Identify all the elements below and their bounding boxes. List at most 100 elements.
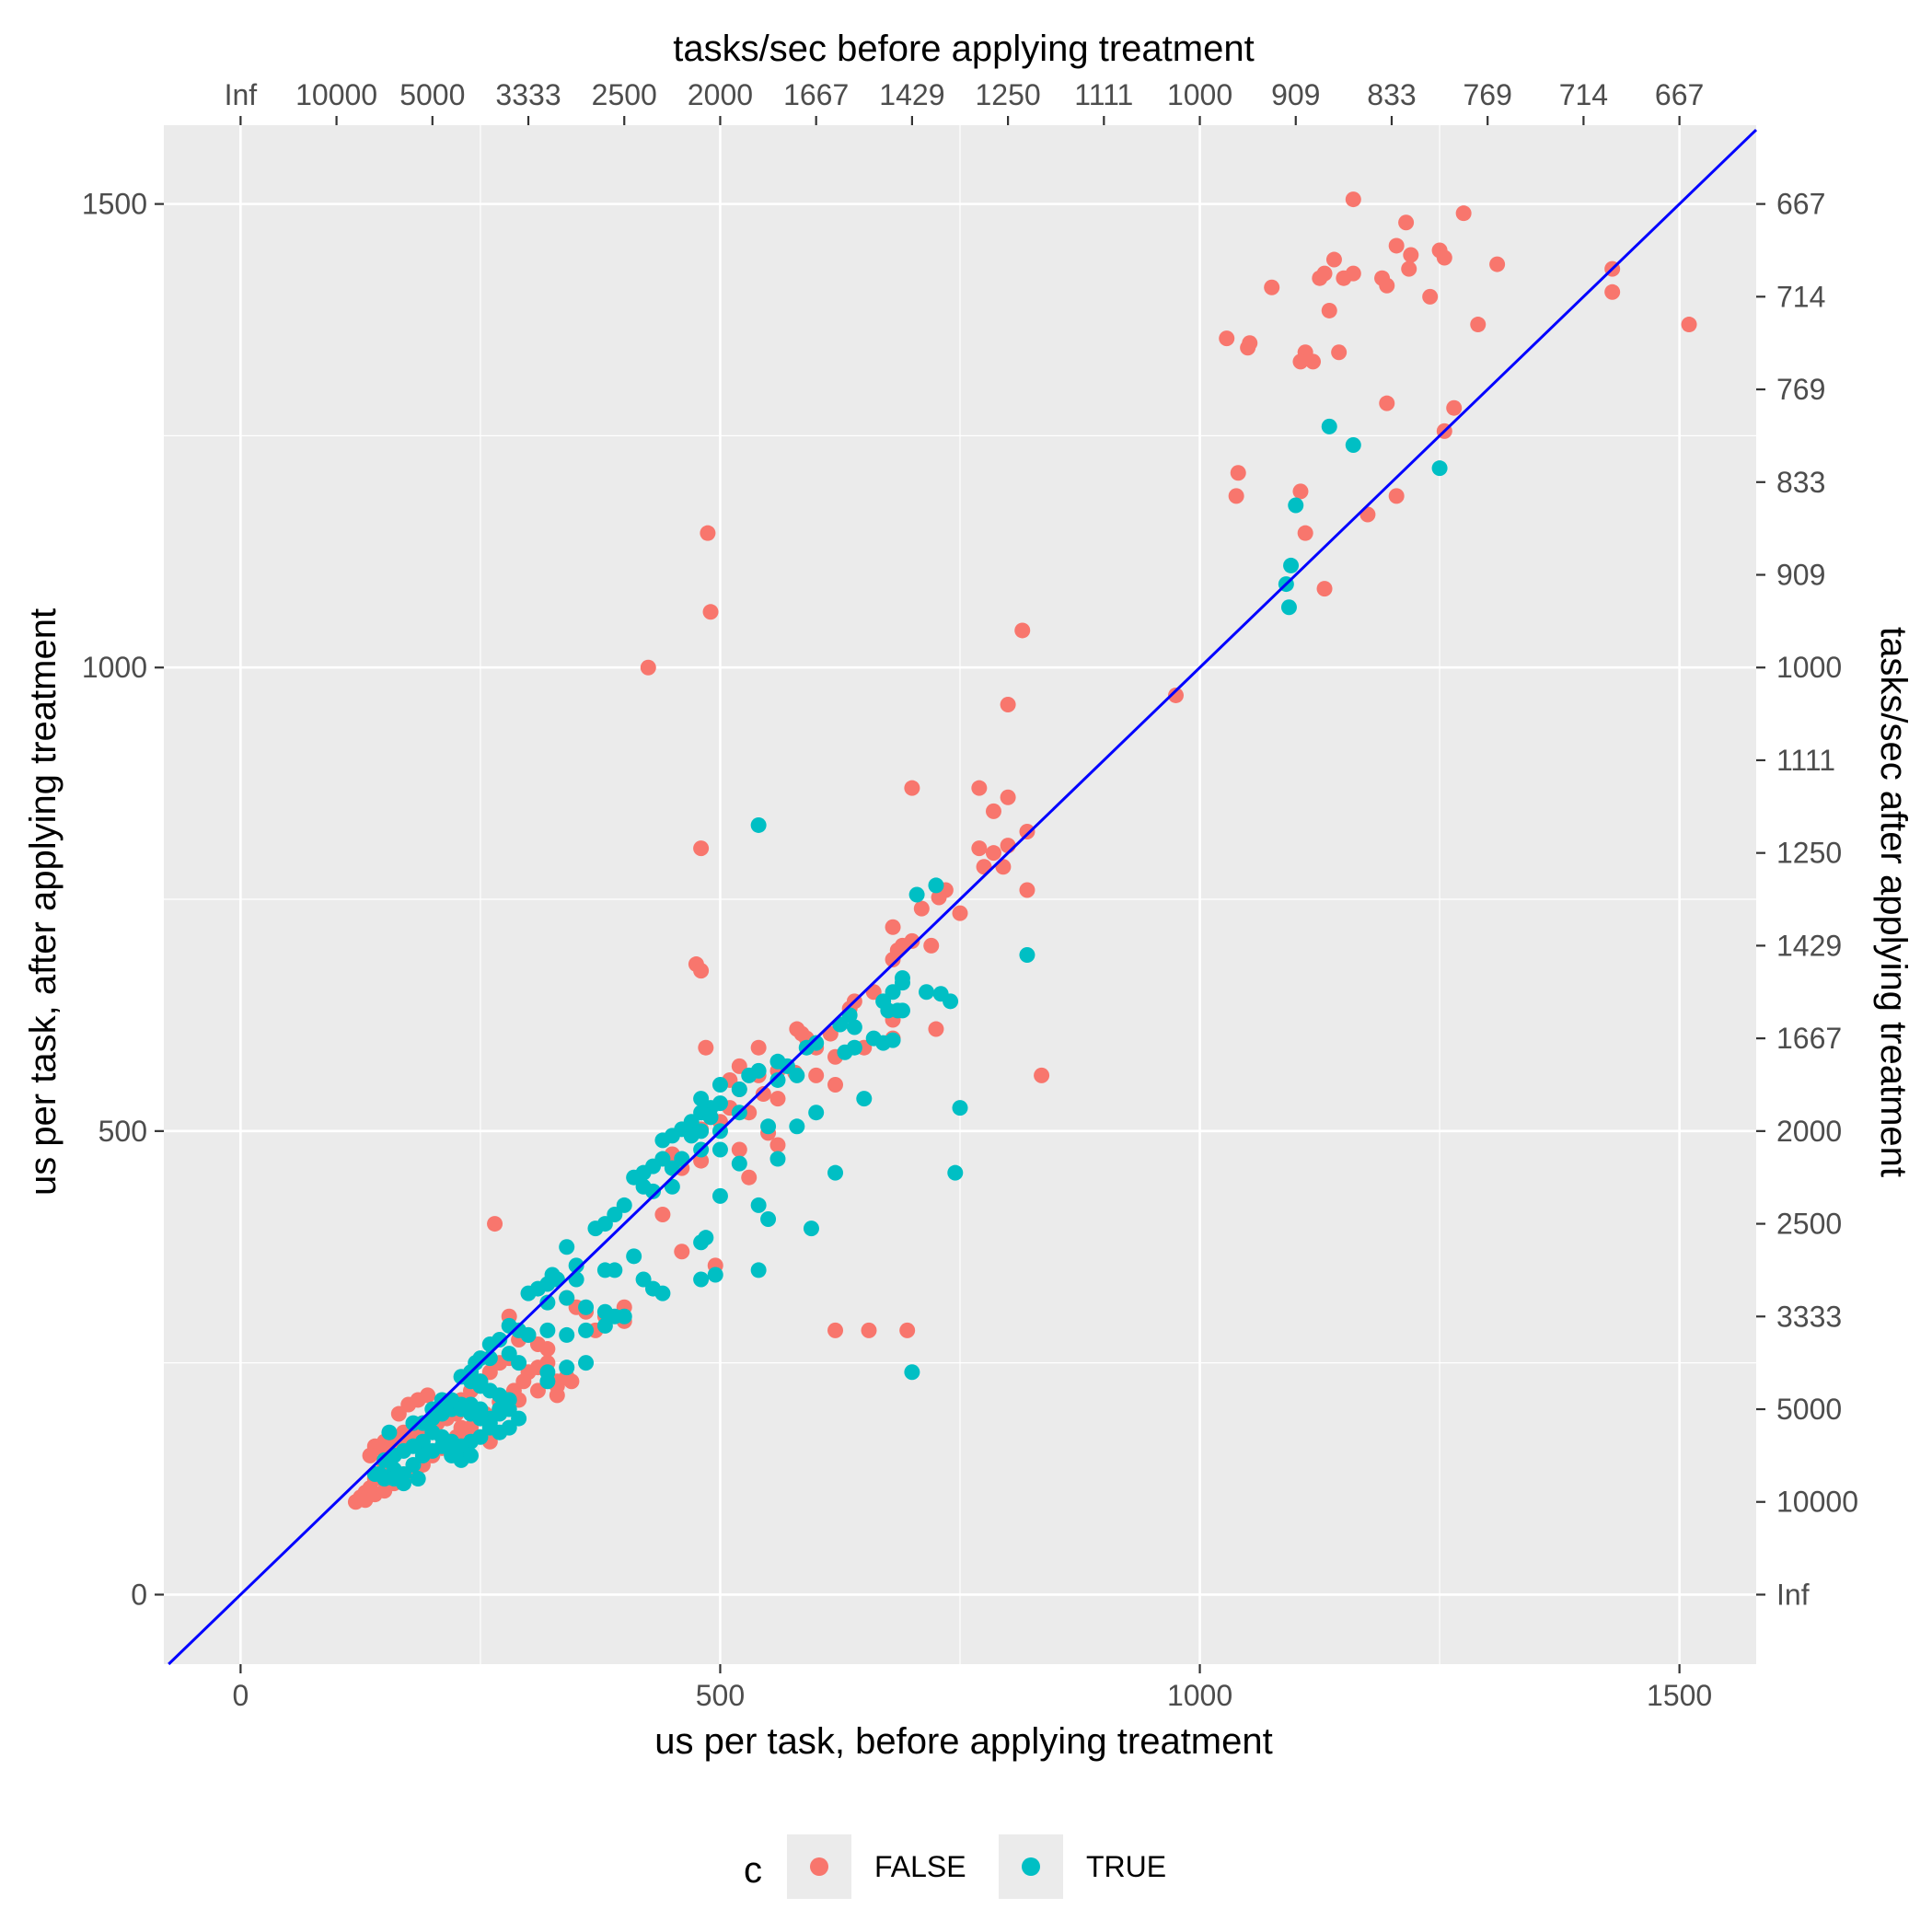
data-point-true <box>837 1044 853 1060</box>
data-point-true <box>928 877 944 894</box>
data-point-true <box>410 1471 426 1487</box>
data-point-true <box>919 984 935 1001</box>
data-point-false <box>769 1091 786 1107</box>
data-point-true <box>707 1267 723 1283</box>
x2-tick-label: 769 <box>1463 78 1511 111</box>
y2-tick-label: 667 <box>1776 188 1825 221</box>
data-point-false <box>861 1322 877 1338</box>
data-point-true <box>635 1178 652 1195</box>
data-point-false <box>952 905 968 921</box>
x2-tick-label: Inf <box>225 78 258 111</box>
data-point-false <box>1331 344 1348 361</box>
data-point-true <box>731 1155 747 1172</box>
data-point-true <box>827 1164 844 1181</box>
data-point-true <box>616 1308 632 1325</box>
y2-axis-title: tasks/sec after applying treatment <box>1873 627 1914 1177</box>
y2-tick-label: 1429 <box>1776 929 1842 962</box>
data-point-false <box>1336 270 1352 286</box>
data-point-true <box>559 1359 575 1376</box>
data-point-true <box>559 1290 575 1306</box>
data-point-true <box>711 1141 728 1158</box>
data-point-false <box>1455 205 1472 222</box>
data-point-true <box>760 1118 777 1135</box>
data-point-true <box>769 1151 786 1167</box>
data-point-true <box>381 1424 398 1440</box>
data-point-true <box>894 975 910 991</box>
y2-tick-label: 1000 <box>1776 651 1842 684</box>
data-point-false <box>1489 256 1506 272</box>
reference-line <box>168 128 1758 1666</box>
legend: c FALSE TRUE <box>744 1834 1166 1899</box>
data-point-true <box>711 1187 728 1204</box>
data-point-true <box>693 1271 710 1288</box>
y2-tick-label: 10000 <box>1776 1486 1858 1519</box>
data-point-false <box>985 803 1001 819</box>
data-point-true <box>520 1285 537 1301</box>
x-tick-label: 500 <box>696 1679 745 1712</box>
data-point-false <box>698 1039 714 1056</box>
data-point-true <box>1019 946 1035 963</box>
data-point-false <box>731 1141 747 1158</box>
data-point-true <box>803 1221 819 1237</box>
data-point-false <box>769 1137 786 1153</box>
data-point-false <box>1219 330 1235 347</box>
y2-tick-label: 714 <box>1776 280 1825 313</box>
data-point-true <box>578 1299 595 1315</box>
data-point-false <box>1000 789 1016 805</box>
data-point-false <box>1292 483 1309 500</box>
data-point-false <box>549 1387 565 1404</box>
x-tick-label: 0 <box>232 1679 249 1712</box>
data-point-false <box>827 1076 844 1093</box>
legend-title: c <box>744 1850 762 1891</box>
data-point-false <box>1228 488 1244 504</box>
y-axis-title: us per task, after applying treatment <box>23 608 64 1196</box>
data-point-false <box>931 889 947 906</box>
data-point-true <box>626 1248 642 1265</box>
data-point-false <box>693 963 710 979</box>
data-point-false <box>1242 335 1258 352</box>
data-point-true <box>472 1373 489 1390</box>
data-point-false <box>741 1169 758 1186</box>
data-point-true <box>943 993 959 1010</box>
data-point-true <box>559 1239 575 1255</box>
data-point-false <box>693 840 710 857</box>
y2-tick-label: 833 <box>1776 466 1825 499</box>
data-point-true <box>846 1019 862 1035</box>
data-point-false <box>885 919 901 935</box>
x2-axis-title: tasks/sec before applying treatment <box>673 29 1254 69</box>
data-point-false <box>1388 237 1405 254</box>
data-point-false <box>1379 395 1395 411</box>
data-point-false <box>1345 191 1361 208</box>
x-axis-title: us per task, before applying treatment <box>654 1721 1272 1762</box>
data-point-true <box>952 1100 968 1116</box>
data-point-true <box>808 1105 825 1121</box>
data-point-false <box>693 1152 710 1169</box>
y-tick-label: 1000 <box>82 651 147 684</box>
data-point-false <box>985 845 1001 862</box>
data-point-false <box>1167 687 1184 703</box>
y2-tick-label: 1667 <box>1776 1022 1842 1055</box>
data-point-true <box>760 1211 777 1228</box>
x2-tick-label: 1429 <box>879 78 944 111</box>
y-axis-right: Inf 10000 5000 3333 2500 2000 1667 1429 1250 1111… <box>1756 188 1858 1611</box>
data-point-false <box>1401 260 1417 277</box>
data-point-false <box>1321 302 1337 318</box>
data-point-true <box>539 1373 556 1390</box>
data-point-false <box>899 1322 916 1338</box>
data-point-false <box>1681 317 1697 333</box>
data-point-false <box>1604 283 1621 300</box>
data-point-true <box>908 886 925 903</box>
y2-tick-label: Inf <box>1776 1578 1810 1611</box>
data-point-false <box>1316 581 1333 597</box>
gridlines <box>164 125 1756 1664</box>
data-point-false <box>1305 353 1322 370</box>
data-point-true <box>904 1364 920 1381</box>
legend-label-false: FALSE <box>874 1850 966 1883</box>
data-point-false <box>750 1039 767 1056</box>
data-point-false <box>1436 249 1452 266</box>
y2-tick-label: 5000 <box>1776 1393 1842 1426</box>
data-point-false <box>1292 353 1309 370</box>
data-point-false <box>420 1387 436 1404</box>
data-point-true <box>578 1355 595 1371</box>
